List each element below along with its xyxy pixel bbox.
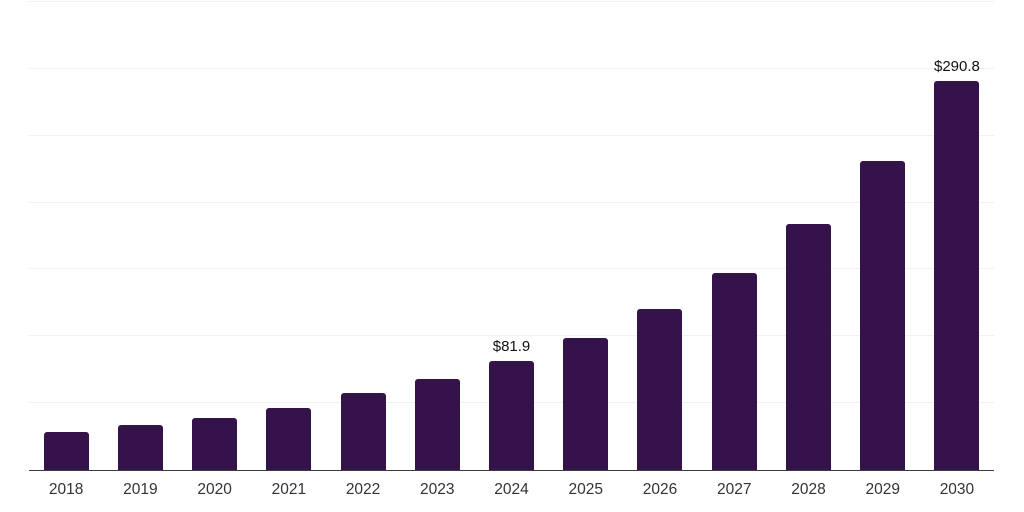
gridline-250 (29, 134, 994, 136)
bar-slot-2030: $290.8 (920, 2, 994, 470)
x-tick-label-2028: 2028 (791, 481, 826, 498)
x-tick-label-2021: 2021 (271, 481, 307, 498)
bar-slot-2020 (177, 2, 251, 470)
bar-2027 (711, 272, 757, 470)
gridline-150 (29, 268, 994, 270)
bar-value-label-2024: $81.9 (492, 337, 531, 355)
x-tick-label-2022: 2022 (345, 481, 381, 498)
x-tick-label-2020: 2020 (197, 481, 232, 498)
plot-area: $81.9 $290.8 (29, 1, 994, 471)
bar-2024: $81.9 (489, 339, 535, 470)
x-tick-label-2025: 2025 (568, 481, 603, 498)
bar-2029 (860, 160, 906, 470)
bar-2021 (266, 407, 312, 470)
bar-2026 (637, 309, 683, 470)
x-axis-labels: 2018 2019 2020 2021 2022 2023 2024 2025 2026 2027… (29, 480, 994, 500)
bar-2018 (43, 432, 89, 470)
bar-slot-2029 (846, 2, 920, 470)
bar-2020 (192, 417, 238, 470)
bar-2022 (340, 393, 386, 470)
bar-value-label-2030: $290.8 (933, 58, 980, 76)
gridline-350 (29, 1, 994, 2)
x-tick-label-2027: 2027 (716, 481, 752, 498)
bar-slot-2024: $81.9 (474, 2, 548, 470)
x-tick-label-2018: 2018 (48, 481, 84, 498)
x-tick-label-2024: 2024 (494, 481, 529, 498)
x-tick-label-2019: 2019 (123, 481, 158, 498)
bar-slot-2018 (29, 2, 103, 470)
bar-slot-2027 (697, 2, 771, 470)
gridline-200 (29, 201, 994, 203)
x-tick-label-2030: 2030 (939, 481, 975, 498)
gridline-100 (29, 335, 994, 337)
bar-2030: $290.8 (934, 59, 980, 470)
bar-2028 (785, 224, 831, 470)
bar-2019 (117, 425, 163, 470)
x-tick-label-2026: 2026 (642, 481, 678, 498)
x-tick-label-2023: 2023 (420, 481, 455, 498)
bars-container: $81.9 $290.8 (29, 2, 994, 470)
bar-slot-2028 (771, 2, 845, 470)
bar-slot-2023 (400, 2, 474, 470)
bar-slot-2021 (252, 2, 326, 470)
bar-slot-2022 (326, 2, 400, 470)
gridline-300 (29, 67, 994, 69)
bar-2023 (414, 378, 460, 470)
bar-slot-2026 (623, 2, 697, 470)
bar-slot-2019 (103, 2, 177, 470)
x-tick-label-2029: 2029 (865, 481, 900, 498)
bar-slot-2025 (549, 2, 623, 470)
bar-2025 (563, 338, 609, 470)
